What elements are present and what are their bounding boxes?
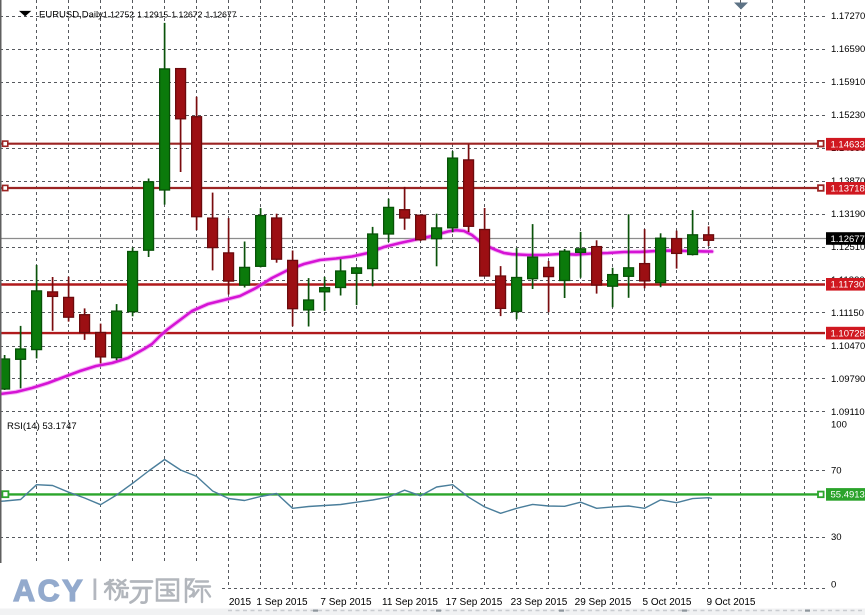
svg-text:5 Oct 2015: 5 Oct 2015 [643, 597, 692, 608]
svg-text:1.12677: 1.12677 [831, 234, 865, 245]
svg-text:23 Sep 2015: 23 Sep 2015 [511, 597, 568, 608]
svg-text:1.13190: 1.13190 [831, 209, 865, 220]
svg-text:7 Sep 2015: 7 Sep 2015 [320, 597, 372, 608]
svg-text:1.12752 1.12915 1.12672 1.1267: 1.12752 1.12915 1.12672 1.12677 [103, 10, 237, 20]
svg-text:29 Sep 2015: 29 Sep 2015 [575, 597, 632, 608]
svg-text:55.4913: 55.4913 [831, 490, 865, 501]
svg-text:1 Sep 2015: 1 Sep 2015 [256, 597, 308, 608]
svg-text:1.12510: 1.12510 [831, 242, 865, 253]
svg-text:11 Sep 2015: 11 Sep 2015 [382, 597, 438, 608]
svg-text:100: 100 [831, 419, 847, 430]
svg-text:9 Oct 2015: 9 Oct 2015 [707, 597, 756, 608]
svg-text:1.10470: 1.10470 [831, 341, 865, 352]
svg-text:70: 70 [831, 465, 842, 476]
svg-text:2015: 2015 [229, 597, 252, 608]
svg-text:1.15230: 1.15230 [831, 110, 865, 121]
svg-text:0: 0 [831, 579, 836, 590]
svg-text:EURUSD,Daily: EURUSD,Daily [39, 10, 103, 21]
svg-text:ACY: ACY [13, 574, 85, 608]
svg-text:17 Sep 2015: 17 Sep 2015 [446, 597, 503, 608]
svg-text:1.13870: 1.13870 [831, 176, 865, 187]
svg-text:1.17270: 1.17270 [831, 11, 865, 22]
svg-text:1.11150: 1.11150 [831, 308, 864, 319]
svg-text:30: 30 [831, 532, 842, 543]
svg-text:1.11730: 1.11730 [831, 280, 865, 291]
svg-text:1.10728: 1.10728 [831, 328, 865, 339]
svg-text:1.13718: 1.13718 [831, 184, 865, 195]
svg-text:1.15910: 1.15910 [831, 77, 865, 88]
svg-text:RSI(14) 53.1747: RSI(14) 53.1747 [7, 421, 77, 432]
svg-text:1.14633: 1.14633 [831, 140, 865, 151]
svg-text:1.16590: 1.16590 [831, 44, 865, 55]
svg-text:1.09110: 1.09110 [831, 407, 865, 418]
svg-text:1.09790: 1.09790 [831, 374, 865, 385]
